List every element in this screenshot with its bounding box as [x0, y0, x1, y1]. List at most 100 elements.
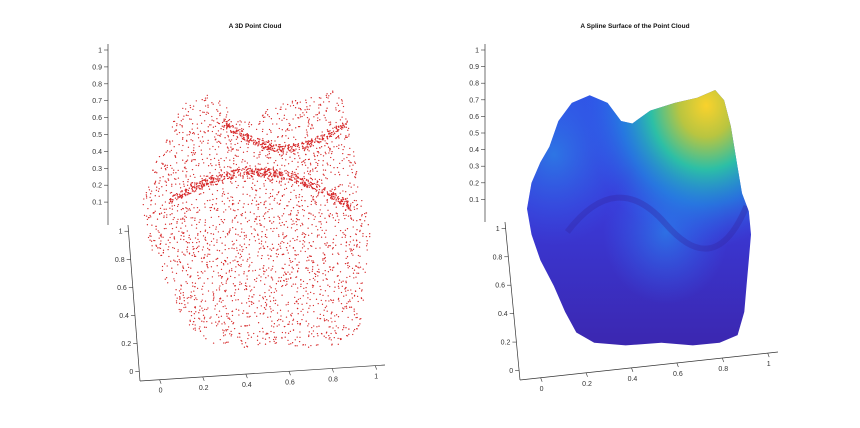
data-point	[321, 138, 323, 141]
data-point	[177, 249, 179, 251]
data-point	[236, 169, 238, 171]
data-point	[234, 127, 236, 129]
data-point	[298, 117, 300, 119]
data-point	[322, 188, 324, 191]
data-point	[143, 198, 145, 200]
data-point	[185, 240, 187, 243]
data-point	[344, 306, 346, 308]
data-point	[233, 172, 235, 174]
data-point	[160, 240, 162, 242]
data-point	[307, 184, 309, 187]
data-point	[156, 172, 158, 174]
data-point	[173, 259, 175, 261]
data-point	[295, 276, 298, 278]
data-point	[237, 263, 240, 266]
z-tick-label: 0.8	[469, 81, 479, 88]
data-point	[146, 218, 149, 221]
data-point	[254, 197, 256, 199]
data-point	[278, 144, 280, 146]
data-point	[237, 142, 239, 145]
data-point	[193, 147, 195, 149]
data-point	[343, 203, 345, 205]
data-point	[262, 267, 264, 270]
data-point	[218, 250, 221, 252]
data-point	[240, 325, 242, 327]
data-point	[277, 175, 279, 177]
data-point	[237, 149, 239, 151]
data-point	[312, 170, 314, 172]
data-point	[243, 172, 245, 174]
data-point	[215, 226, 217, 228]
data-point	[191, 154, 194, 156]
data-point	[345, 200, 347, 203]
data-point	[176, 261, 178, 263]
data-point	[278, 182, 280, 184]
data-point	[300, 285, 302, 288]
data-point	[201, 249, 204, 251]
data-point	[191, 128, 193, 130]
data-point	[342, 111, 344, 113]
data-point	[264, 171, 267, 173]
data-point	[352, 272, 355, 274]
data-point	[268, 267, 270, 269]
data-point	[303, 185, 306, 187]
data-point	[166, 164, 168, 167]
data-point	[341, 122, 344, 124]
data-point	[338, 282, 340, 285]
data-point	[307, 167, 309, 169]
data-point	[273, 162, 275, 164]
data-point	[237, 234, 239, 236]
data-point	[323, 318, 326, 320]
data-point	[296, 239, 298, 241]
x-tick-label: 0	[159, 388, 163, 395]
data-point	[263, 218, 266, 220]
data-point	[218, 162, 220, 164]
data-point	[248, 334, 250, 336]
data-point	[256, 170, 259, 172]
data-point	[319, 313, 321, 316]
data-point	[220, 218, 222, 221]
data-point	[162, 236, 164, 238]
data-point	[234, 131, 236, 133]
data-point	[302, 280, 305, 283]
data-point	[286, 205, 288, 207]
data-point	[323, 335, 325, 337]
data-point	[239, 174, 241, 176]
data-point	[223, 321, 225, 323]
data-point	[166, 139, 168, 142]
data-point	[226, 257, 229, 259]
data-point	[206, 264, 208, 266]
data-point	[321, 131, 323, 133]
data-point	[302, 295, 304, 297]
data-point	[242, 175, 244, 177]
data-point	[276, 164, 279, 166]
data-point	[329, 269, 332, 271]
data-point	[264, 167, 266, 170]
data-point	[339, 184, 341, 186]
data-point	[304, 344, 307, 346]
data-point	[145, 195, 148, 197]
data-point	[311, 186, 313, 189]
data-point	[282, 151, 284, 153]
data-point	[204, 300, 207, 302]
data-point	[266, 169, 269, 172]
data-point	[276, 193, 278, 196]
data-point	[315, 140, 317, 142]
data-point	[201, 142, 203, 144]
data-point	[260, 167, 262, 170]
data-point	[343, 146, 345, 148]
data-point	[331, 188, 333, 190]
data-point	[239, 257, 241, 259]
data-point	[229, 318, 231, 320]
data-point	[349, 241, 351, 243]
data-point	[245, 302, 248, 304]
data-point	[237, 155, 239, 158]
data-point	[235, 149, 238, 151]
data-point	[226, 171, 228, 173]
data-point	[300, 250, 302, 252]
data-point	[353, 314, 356, 316]
data-point	[331, 132, 333, 134]
data-point	[348, 328, 350, 330]
data-point	[322, 137, 324, 140]
data-point	[300, 178, 303, 181]
